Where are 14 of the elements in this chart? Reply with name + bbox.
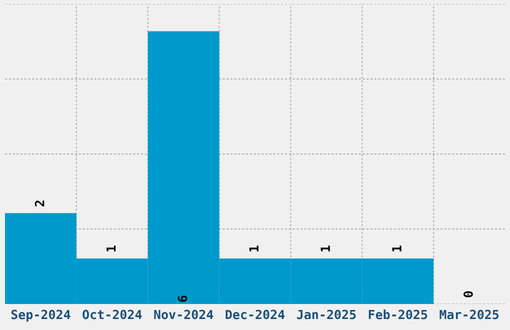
x-tick-label: Nov-2024 — [154, 310, 214, 320]
x-tick-label: Jan-2025 — [296, 310, 356, 320]
data-label: 6 — [178, 296, 188, 302]
data-label: 0 — [463, 291, 473, 298]
x-tick-label: Dec-2024 — [226, 310, 285, 320]
x-tick-label: Feb-2025 — [368, 310, 428, 320]
data-label: 1 — [106, 246, 116, 252]
x-tick-label: Sep-2024 — [11, 310, 70, 322]
data-label: 2 — [34, 200, 44, 206]
data-label: 1 — [249, 246, 258, 252]
x-tick-label: Oct-2024 — [82, 310, 142, 320]
data-label: 1 — [320, 246, 330, 252]
data-label: 1 — [392, 246, 402, 252]
x-tick-label: Mar-2025 — [440, 310, 499, 320]
